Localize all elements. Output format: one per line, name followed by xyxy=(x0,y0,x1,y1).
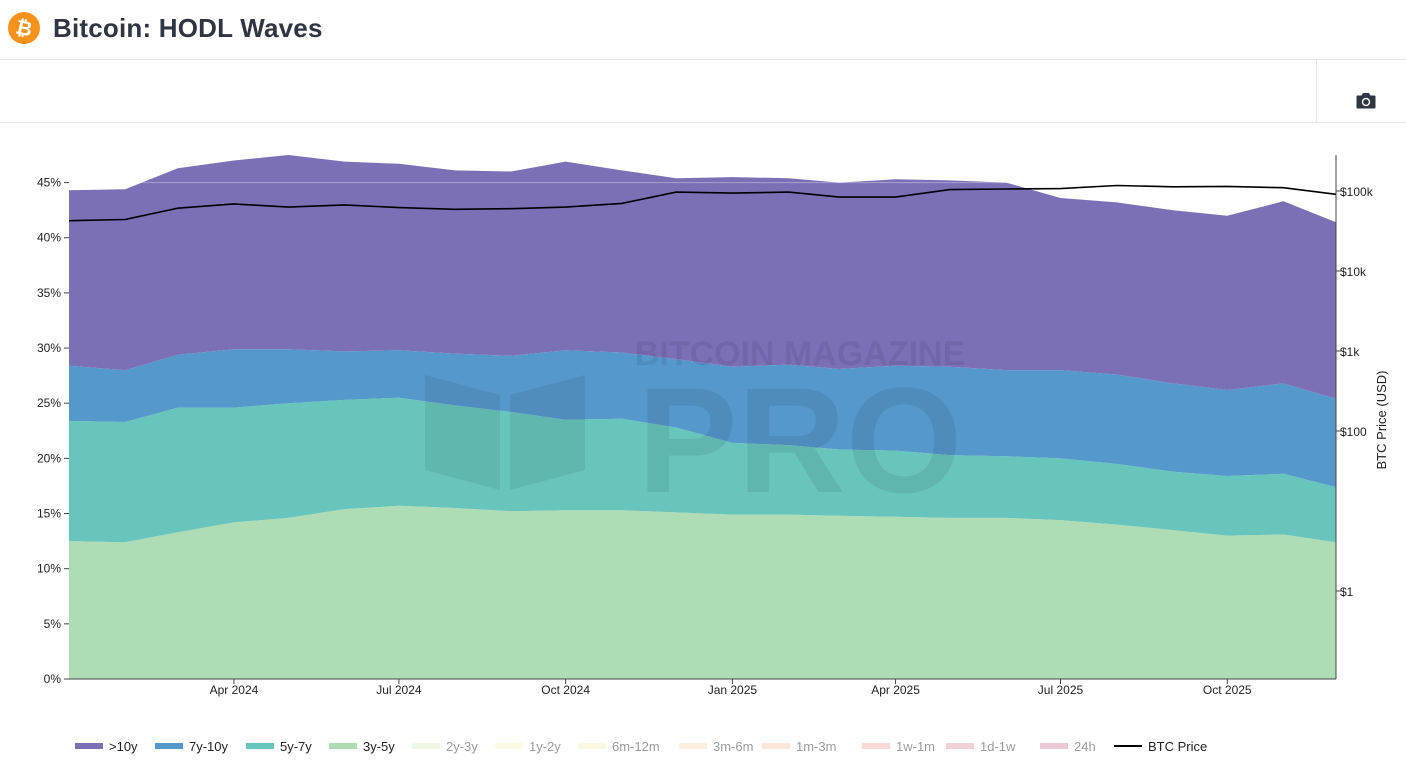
legend-swatch xyxy=(762,743,790,749)
bitcoin-logo-icon: ₿ xyxy=(8,12,40,44)
watermark: BITCOIN MAGAZINE PRO xyxy=(425,335,965,524)
page-title: Bitcoin: HODL Waves xyxy=(53,13,323,43)
y-right-tick-label: $10k xyxy=(1340,265,1367,279)
legend-item-3m-6m[interactable]: 3m-6m xyxy=(679,739,753,754)
x-tick-label: Jul 2024 xyxy=(376,683,422,697)
x-tick-label: Jan 2025 xyxy=(708,683,758,697)
camera-icon xyxy=(1356,92,1376,108)
legend-label: >10y xyxy=(109,739,138,754)
legend-label: 24h xyxy=(1074,739,1096,754)
legend-swatch xyxy=(155,743,183,749)
legend-swatch xyxy=(75,743,103,749)
y-left-tick-label: 0% xyxy=(44,672,62,686)
legend-label: 6m-12m xyxy=(612,739,660,754)
area-7y10y xyxy=(69,349,1336,488)
legend-swatch xyxy=(946,743,974,749)
y-left-tick-label: 30% xyxy=(37,341,61,355)
area-10y xyxy=(69,155,1336,399)
y-left-tick-label: 10% xyxy=(37,562,61,576)
y-left-tick-label: 5% xyxy=(44,617,62,631)
y-right-tick-label: $1k xyxy=(1340,345,1360,359)
legend-label: 1y-2y xyxy=(529,739,561,754)
area-layer xyxy=(69,155,1336,679)
legend-item-1y-2y[interactable]: 1y-2y xyxy=(495,739,561,754)
legend-label: 3m-6m xyxy=(713,739,753,754)
legend-label: 3y-5y xyxy=(363,739,395,754)
legend-item-3y-5y[interactable]: 3y-5y xyxy=(329,739,395,754)
legend-label: 5y-7y xyxy=(280,739,312,754)
legend-swatch xyxy=(578,743,606,749)
legend-swatch xyxy=(412,743,440,749)
x-tick-label: Oct 2024 xyxy=(541,683,590,697)
y-right-tick-label: $100 xyxy=(1340,425,1367,439)
watermark-line1: BITCOIN MAGAZINE xyxy=(635,335,966,373)
legend-item-BTC-Price[interactable]: BTC Price xyxy=(1114,739,1207,754)
toolbar-divider xyxy=(1316,60,1317,122)
legend-item-1m-3m[interactable]: 1m-3m xyxy=(762,739,836,754)
y-right-axis-label: BTC Price (USD) xyxy=(1374,371,1389,470)
watermark-logo-icon xyxy=(425,375,585,490)
x-tick-label: Apr 2024 xyxy=(210,683,259,697)
chart-toolbar xyxy=(0,60,1406,123)
legend-item-6m-12m[interactable]: 6m-12m xyxy=(578,739,660,754)
legend-label: 1w-1m xyxy=(896,739,935,754)
y-right-tick-label: $100k xyxy=(1340,185,1374,199)
legend: >10y 7y-10y 5y-7y 3y-5y 2y-3y 1y-2y 6m-12m 3m-6… xyxy=(75,739,1207,754)
x-tick-label: Oct 2025 xyxy=(1203,683,1252,697)
area-5y7y xyxy=(69,397,1336,543)
price-layer xyxy=(68,184,1337,222)
legend-item-2y-3y[interactable]: 2y-3y xyxy=(412,739,478,754)
page-header: ₿ Bitcoin: HODL Waves xyxy=(0,0,1406,60)
legend-label: 1d-1w xyxy=(980,739,1016,754)
y-left-tick-label: 35% xyxy=(37,286,61,300)
legend-swatch xyxy=(1040,743,1068,749)
x-tick-label: Apr 2025 xyxy=(871,683,920,697)
y-left-tick-label: 15% xyxy=(37,507,61,521)
legend-swatch xyxy=(246,743,274,749)
legend-item-10y[interactable]: >10y xyxy=(75,739,138,754)
y-left-tick-label: 25% xyxy=(37,396,61,410)
legend-swatch xyxy=(679,743,707,749)
legend-item-7y-10y[interactable]: 7y-10y xyxy=(155,739,229,754)
area-3y5y xyxy=(69,505,1336,679)
y-left-tick-label: 20% xyxy=(37,451,61,465)
legend-label: BTC Price xyxy=(1148,739,1207,754)
x-tick-label: Jul 2025 xyxy=(1038,683,1084,697)
legend-swatch xyxy=(329,743,357,749)
legend-item-5y-7y[interactable]: 5y-7y xyxy=(246,739,312,754)
legend-swatch xyxy=(495,743,523,749)
legend-item-24h[interactable]: 24h xyxy=(1040,739,1096,754)
legend-item-1d-1w[interactable]: 1d-1w xyxy=(946,739,1016,754)
y-right-tick-label: $1 xyxy=(1340,585,1354,599)
legend-label: 1m-3m xyxy=(796,739,836,754)
legend-label: 2y-3y xyxy=(446,739,478,754)
axes-layer: 0% 5% 10% 15% 20% 25% 30% 35% 40% 45% Apr 2024 Jul … xyxy=(37,155,1389,697)
screenshot-button[interactable] xyxy=(1352,88,1380,112)
y-left-tick-label: 45% xyxy=(37,176,61,190)
watermark-line2: PRO xyxy=(637,356,962,524)
legend-label: 7y-10y xyxy=(189,739,229,754)
y-left-tick-label: 40% xyxy=(37,231,61,245)
svg-text:₿: ₿ xyxy=(14,17,35,42)
btc-price-line xyxy=(68,184,1337,222)
legend-swatch xyxy=(862,743,890,749)
legend-item-1w-1m[interactable]: 1w-1m xyxy=(862,739,935,754)
